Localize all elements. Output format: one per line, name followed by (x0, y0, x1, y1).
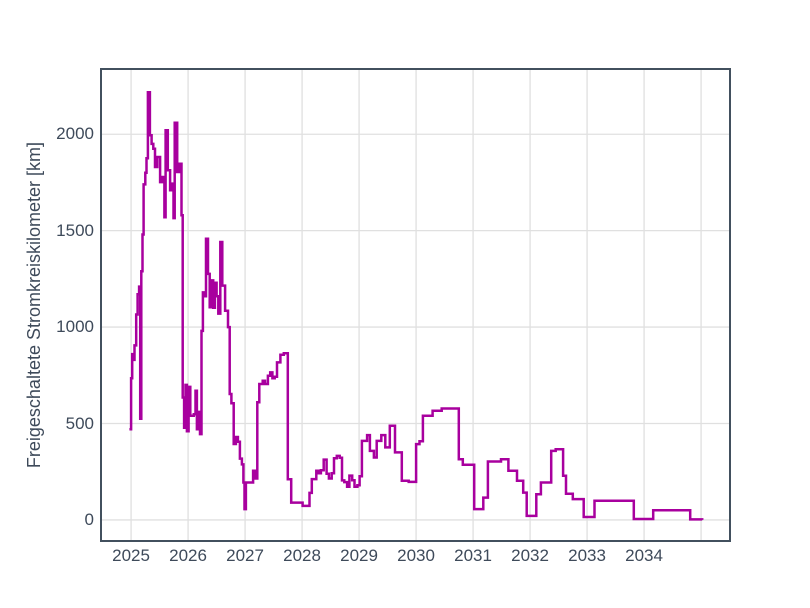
y-tick-label: 500 (65, 413, 94, 433)
y-tick-label: 0 (84, 509, 94, 529)
chart-line (129, 90, 704, 521)
chart-canvas (102, 70, 729, 540)
x-tick-label: 2032 (511, 546, 549, 565)
x-tick-label: 2029 (340, 546, 378, 565)
y-tick-label: 2000 (56, 124, 94, 144)
x-tick-label: 2031 (454, 546, 492, 565)
y-tick-label: 1000 (56, 317, 94, 337)
x-tick-label: 2030 (397, 546, 435, 565)
x-tick-label: 2025 (112, 546, 150, 565)
x-tick-label: 2033 (568, 546, 606, 565)
x-tick-label: 2027 (226, 546, 264, 565)
y-tick-label: 1500 (56, 220, 94, 240)
x-tick-label: 2026 (169, 546, 207, 565)
x-tick-label: 2028 (283, 546, 321, 565)
plot-area (100, 68, 731, 542)
x-tick-label: 2034 (625, 546, 663, 565)
